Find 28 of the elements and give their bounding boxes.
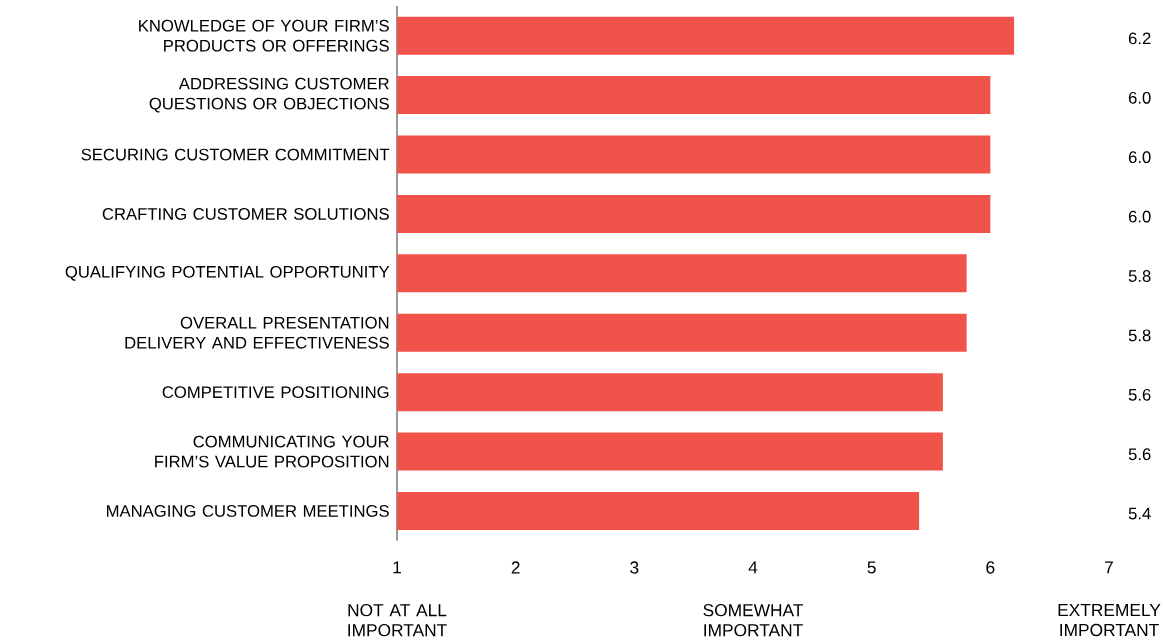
y-tick-label: OVERALL PRESENTATION DELIVERY AND EFFECTIVENESS <box>125 316 389 349</box>
y-tick-label: ADDRESSING CUSTOMER QUESTIONS OR OBJECTIONS <box>149 77 389 113</box>
data-label: 5.6 <box>1128 388 1151 401</box>
data-label: 6.2 <box>1128 32 1151 45</box>
data-label: 5.4 <box>1128 507 1151 520</box>
y-tick-label: MANAGING CUSTOMER MEETINGS <box>107 505 389 517</box>
x-tick-label: 2 <box>511 561 520 574</box>
y-tick-label: CRAFTING CUSTOMER SOLUTIONS <box>102 208 389 220</box>
data-label: 5.8 <box>1128 329 1151 342</box>
data-label: 6.0 <box>1128 210 1151 223</box>
y-tick-label: COMMUNICATING YOUR FIRM’S VALUE PROPOSITION <box>155 435 389 468</box>
y-tick-label: COMPETITIVE POSITIONING <box>162 386 389 399</box>
text: NOT AT ALL IMPORTANT <box>348 604 447 637</box>
x-tick-label: 6 <box>986 561 995 574</box>
x-tick-label: 5 <box>867 561 876 574</box>
x-tick-label: 4 <box>748 561 758 574</box>
y-tick-label: SECURING CUSTOMER COMMITMENT <box>81 148 390 161</box>
data-label: 5.8 <box>1128 270 1151 282</box>
text: EXTREMELY IMPORTANT <box>1058 604 1161 637</box>
y-tick-label: KNOWLEDGE OF YOUR FIRM’S PRODUCTS OR OFFERINGS <box>139 19 389 52</box>
text: SOMEWHAT IMPORTANT <box>703 604 803 637</box>
x-tick-label: 7 <box>1105 561 1113 574</box>
data-label: 5.6 <box>1128 448 1151 461</box>
y-tick-label: QUALIFYING POTENTIAL OPPORTUNITY <box>65 265 390 281</box>
data-label: 6.0 <box>1128 151 1151 164</box>
x-tick-label: 1 <box>393 561 401 574</box>
data-label: 6.0 <box>1128 91 1151 104</box>
x-tick-label: 3 <box>630 561 639 574</box>
